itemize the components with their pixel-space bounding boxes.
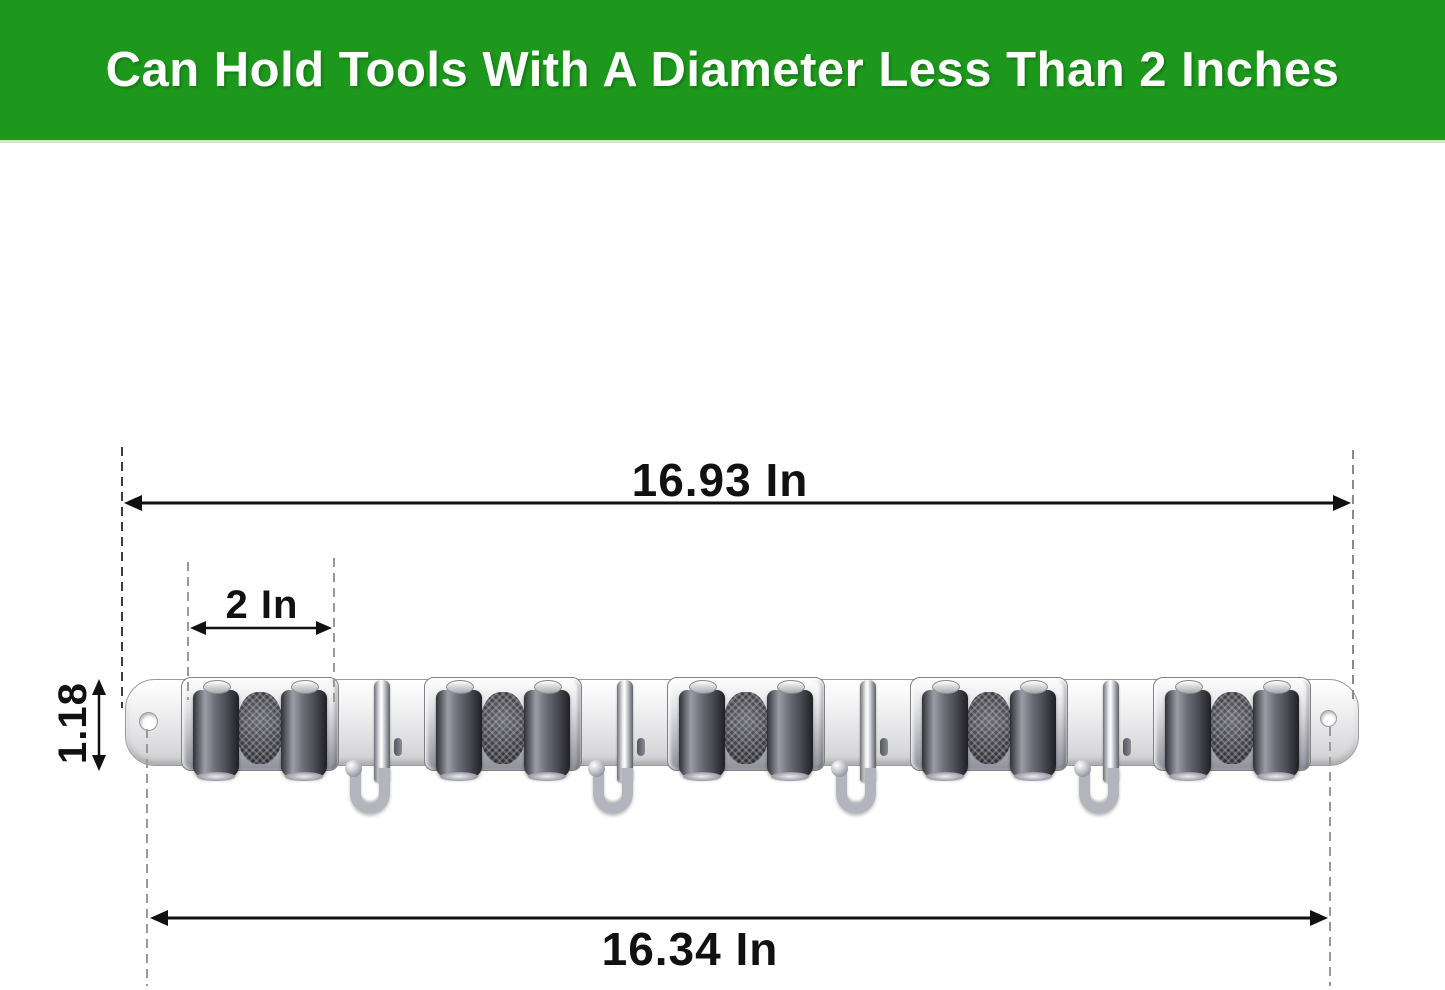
hook-curl: [593, 768, 633, 814]
gripper-roller-left: [922, 690, 968, 781]
gripper-roller-right: [281, 690, 327, 781]
gripper-pin-left: [203, 680, 231, 694]
hook-rod: [1103, 680, 1119, 782]
gripper-rubber-pad: [237, 692, 283, 764]
hanging-hook-3: [831, 680, 902, 830]
gripper-roller-right: [1253, 690, 1299, 781]
gripper-pin-right: [534, 680, 562, 694]
hook-curl: [350, 768, 390, 814]
gripper-rubber-pad: [723, 692, 769, 764]
arrowhead-total-right: [1333, 495, 1351, 511]
banner-title: Can Hold Tools With A Diameter Less Than…: [105, 43, 1340, 97]
gripper-roller-left: [1165, 690, 1211, 781]
gripper-pin-right: [777, 680, 805, 694]
mounting-hole-left: [139, 712, 158, 731]
gripper-roller-left: [436, 690, 482, 781]
gripper-pin-left: [446, 680, 474, 694]
dimension-label-slot-spacing: 2 In: [225, 583, 299, 627]
mounting-hole-right: [1320, 710, 1337, 727]
hook-mount-notch: [637, 738, 645, 756]
hook-mount-notch: [394, 738, 402, 756]
gripper-pin-right: [291, 680, 319, 694]
gripper-pin-right: [1263, 680, 1291, 694]
hook-ball-tip: [345, 760, 362, 777]
hook-mount-notch: [880, 738, 888, 756]
gripper-pin-left: [932, 680, 960, 694]
arrowhead-holes-left: [150, 910, 168, 926]
gripper-pin-left: [1175, 680, 1203, 694]
gripper-pin-left: [689, 680, 717, 694]
dimension-label-total-width: 16.93 In: [631, 454, 809, 506]
arrowhead-holes-right: [1310, 910, 1328, 926]
hook-curl: [1079, 768, 1119, 814]
gripper-slot-1: [181, 674, 339, 781]
hook-ball-tip: [588, 760, 605, 777]
gripper-rubber-pad: [480, 692, 526, 764]
hanging-hook-2: [588, 680, 659, 830]
hanging-hook-4: [1074, 680, 1145, 830]
gripper-slot-4: [910, 674, 1068, 781]
hook-ball-tip: [1074, 760, 1091, 777]
gripper-roller-right: [524, 690, 570, 781]
dimension-label-hole-spacing: 16.34 In: [601, 923, 779, 975]
gripper-rubber-pad: [966, 692, 1012, 764]
dimension-label-rail-height: 1.18: [51, 682, 95, 764]
hook-rod: [617, 680, 633, 782]
banner: Can Hold Tools With A Diameter Less Than…: [0, 0, 1445, 143]
gripper-roller-right: [767, 690, 813, 781]
gripper-roller-right: [1010, 690, 1056, 781]
hook-mount-notch: [1123, 738, 1131, 756]
arrowhead-total-left: [124, 495, 142, 511]
hook-rod: [374, 680, 390, 782]
gripper-roller-left: [193, 690, 239, 781]
hook-ball-tip: [831, 760, 848, 777]
gripper-pin-right: [1020, 680, 1048, 694]
gripper-slot-5: [1153, 674, 1311, 781]
hanging-hook-1: [345, 680, 416, 830]
gripper-slot-3: [667, 674, 825, 781]
hook-rod: [860, 680, 876, 782]
gripper-rubber-pad: [1209, 692, 1255, 764]
hook-curl: [836, 768, 876, 814]
gripper-roller-left: [679, 690, 725, 781]
gripper-slot-2: [424, 674, 582, 781]
